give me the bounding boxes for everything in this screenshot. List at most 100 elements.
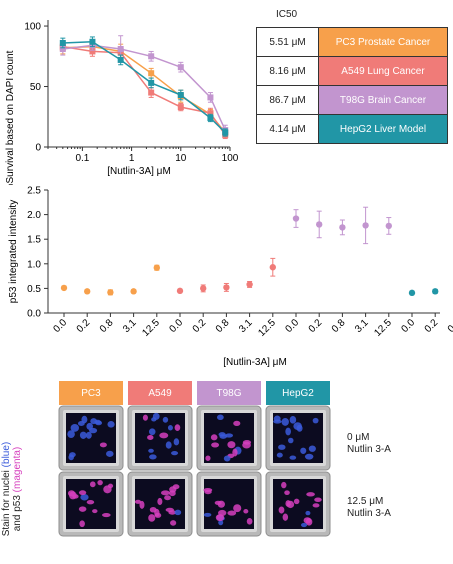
data-point <box>385 222 392 230</box>
nucleus <box>242 441 251 449</box>
x-tick-label: 0.0 <box>168 317 186 335</box>
well-frame <box>265 405 331 471</box>
nucleus <box>305 510 311 516</box>
nucleus <box>154 512 162 518</box>
well-border <box>270 476 326 532</box>
nucleus <box>72 494 79 499</box>
well-field <box>273 479 323 529</box>
nucleus <box>227 441 236 449</box>
data-point <box>200 285 207 292</box>
nucleus <box>86 422 94 430</box>
data-point <box>177 91 184 98</box>
nucleus <box>151 417 157 422</box>
side-label-blue: (blue) <box>1 441 12 468</box>
nucleus <box>174 509 182 516</box>
nucleus <box>273 415 281 422</box>
nucleus <box>314 497 322 503</box>
nucleus <box>80 494 89 501</box>
nucleus <box>148 428 156 436</box>
x-tick-label: 0.8 <box>214 317 232 335</box>
ic50-header: IC50 <box>276 9 298 20</box>
nucleus <box>106 450 114 457</box>
nucleus <box>160 490 170 496</box>
cell-line-header-pc3: PC3 <box>59 381 123 405</box>
x-tick-label: 10 <box>175 153 187 164</box>
well-frame <box>58 405 124 471</box>
nucleus <box>218 519 224 526</box>
data-point <box>432 288 439 295</box>
nucleus <box>216 514 224 520</box>
nucleus <box>174 424 181 432</box>
cell-line-header-t98g: T98G <box>197 381 261 405</box>
y-tick-label: 0.5 <box>27 284 41 295</box>
nucleus <box>300 522 308 528</box>
data-point <box>222 129 229 136</box>
nucleus <box>152 412 160 420</box>
nucleus <box>90 418 98 425</box>
well-frame <box>127 471 193 537</box>
nucleus <box>284 490 290 496</box>
series-line <box>62 44 226 131</box>
row2-drug: Nutlin 3-A <box>347 508 391 519</box>
nucleus <box>289 415 297 424</box>
ic50-value: 5.51 μM <box>256 27 319 57</box>
nucleus <box>204 489 212 495</box>
side-label-magenta: (magenta) <box>12 446 23 493</box>
ic50-table: 5.51 μM PC3 Prostate Cancer 8.16 μM A549… <box>256 27 448 144</box>
nucleus <box>234 446 242 455</box>
ic50-label: HepG2 Liver Model <box>318 114 448 144</box>
nucleus <box>205 455 211 461</box>
nucleus <box>211 442 220 448</box>
nucleus <box>103 485 112 494</box>
x-tick-label: 3.1 <box>353 317 371 335</box>
data-point <box>362 222 369 229</box>
data-point <box>153 264 160 271</box>
well-frame <box>58 471 124 537</box>
nucleus <box>305 518 313 526</box>
x-tick-label: 0.2 <box>423 317 441 335</box>
nucleus <box>285 427 291 436</box>
nucleus <box>216 414 224 421</box>
nucleus <box>167 425 173 431</box>
data-point <box>207 94 214 101</box>
well-field <box>204 479 254 529</box>
series-hepg2 <box>59 36 229 137</box>
nucleus <box>223 455 231 462</box>
nucleus <box>67 490 76 497</box>
nucleus <box>293 498 300 505</box>
nucleus <box>246 517 253 525</box>
row2-dose: 12.5 μM <box>347 496 384 507</box>
nucleus <box>149 454 157 460</box>
x-tick-label: 0.8 <box>446 317 453 335</box>
nucleus <box>95 420 103 426</box>
data-point <box>223 284 230 291</box>
well-image <box>265 405 331 471</box>
survival-chart: 0 50 100 0.1 1 10 100 [Nutlin-3A] μM %Survival b… <box>5 20 239 185</box>
well-image <box>196 405 262 471</box>
well-border <box>201 476 257 532</box>
well-field <box>66 479 116 529</box>
p53-chart: 0.0 0.5 1.0 1.5 2.0 2.5 p53 integrated intensi… <box>8 186 453 369</box>
row1-drug: Nutlin 3-A <box>347 444 391 455</box>
nucleus <box>142 414 148 421</box>
y-tick-label: 50 <box>30 82 42 93</box>
nucleus <box>273 419 282 424</box>
nucleus <box>282 513 289 521</box>
x-tick-label: 0.2 <box>307 317 325 335</box>
nucleus <box>86 499 95 505</box>
data-point <box>246 281 253 288</box>
nucleus <box>173 438 180 446</box>
x-tick-label: 12.5 <box>140 317 162 339</box>
nucleus <box>79 520 85 528</box>
ic50-label: T98G Brain Cancer <box>318 85 448 115</box>
nucleus <box>232 448 238 457</box>
x-axis-label: [Nutlin-3A] μM <box>223 357 287 368</box>
nucleus <box>303 517 312 524</box>
nucleus <box>217 500 225 508</box>
nucleus <box>79 431 87 439</box>
nucleus <box>139 500 145 509</box>
y-tick-label: 0 <box>35 143 41 154</box>
nucleus <box>169 486 177 493</box>
well-field <box>135 413 185 463</box>
ic50-value: 4.14 μM <box>256 114 319 144</box>
